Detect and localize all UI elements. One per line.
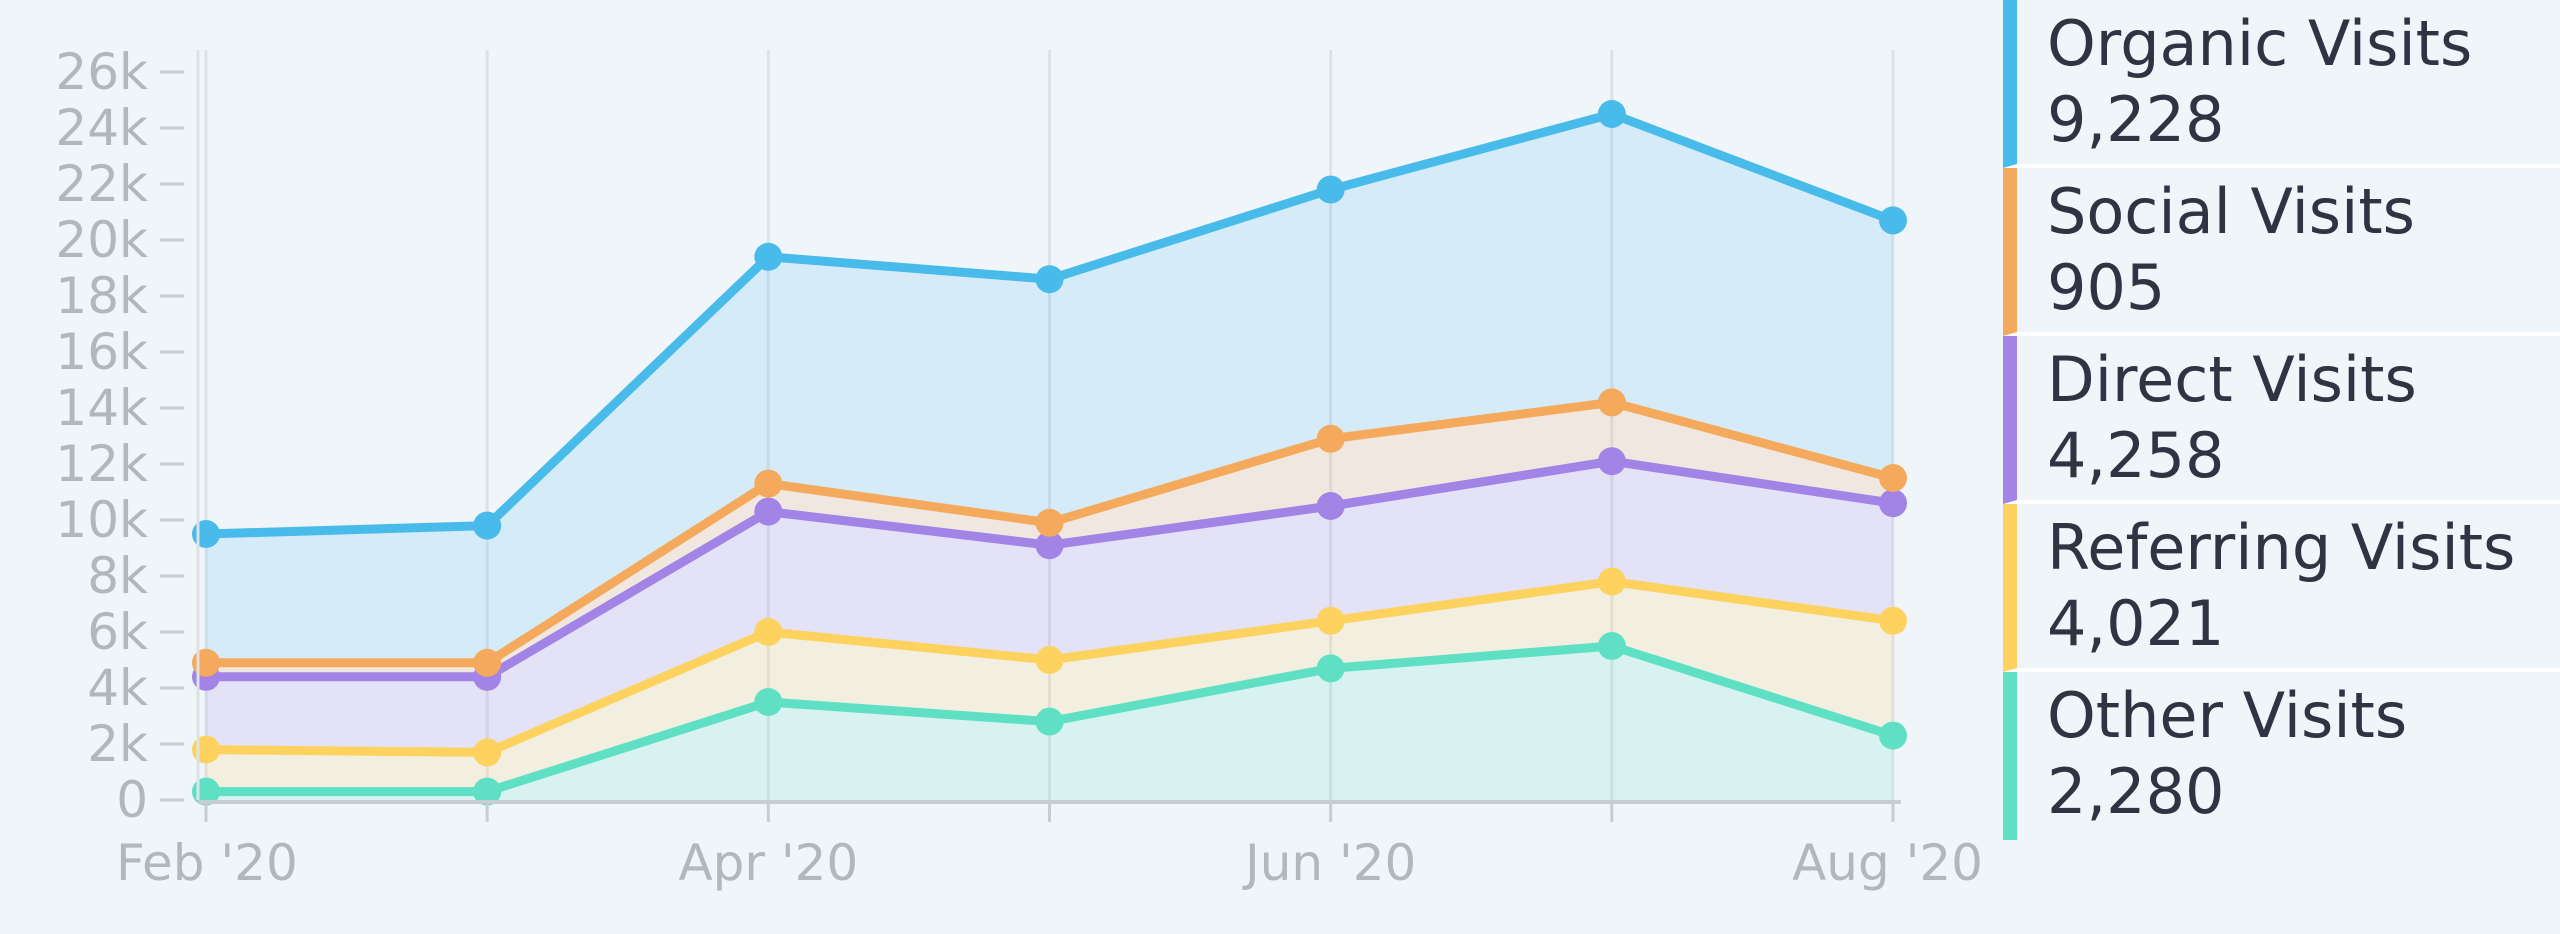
data-point — [754, 497, 783, 526]
legend-item-other[interactable]: Other Visits 2,280 — [2003, 672, 2560, 840]
data-point — [1879, 489, 1907, 518]
legend-value: 2,280 — [2047, 755, 2225, 828]
data-point — [1316, 606, 1345, 635]
data-point — [1597, 388, 1626, 417]
y-tick-label: 20k — [55, 211, 148, 269]
y-tick-label: 6k — [87, 603, 148, 661]
legend-value: 4,021 — [2047, 587, 2225, 660]
legend-value: 905 — [2047, 251, 2166, 324]
y-tick-label: 10k — [55, 491, 148, 549]
data-point — [1035, 508, 1064, 537]
data-point — [1879, 606, 1907, 635]
y-tick-label: 14k — [55, 379, 148, 437]
data-point — [192, 520, 220, 548]
area-organic-visits — [206, 114, 1893, 663]
y-tick-label: 16k — [55, 323, 148, 381]
data-point — [1035, 531, 1064, 560]
legend: Organic Visits 9,228 Social Visits 905 D… — [2003, 0, 2560, 862]
data-point — [1597, 100, 1626, 128]
area-fills — [206, 114, 1893, 800]
y-tick-label: 12k — [55, 435, 148, 493]
data-point — [192, 735, 220, 764]
data-point — [1035, 707, 1064, 736]
data-point — [473, 777, 502, 806]
data-point — [1597, 447, 1626, 476]
legend-item-direct[interactable]: Direct Visits 4,258 — [2003, 336, 2560, 504]
area-direct-visits — [206, 461, 1893, 753]
data-point — [1316, 175, 1345, 204]
x-tick-label: Jun '20 — [1242, 834, 1416, 892]
x-tick-label: Aug '20 — [1792, 834, 1983, 892]
data-point — [473, 738, 502, 767]
legend-item-referring[interactable]: Referring Visits 4,021 — [2003, 504, 2560, 672]
data-point — [754, 688, 783, 716]
legend-label: Referring Visits — [2047, 511, 2516, 584]
area-referring-visits — [206, 581, 1893, 792]
data-point — [754, 242, 783, 271]
y-tick-label: 26k — [55, 43, 148, 101]
data-point — [1316, 654, 1345, 683]
y-tick-label: 24k — [55, 99, 148, 157]
legend-item-social[interactable]: Social Visits 905 — [2003, 168, 2560, 336]
data-points — [192, 100, 1907, 806]
data-point — [1316, 492, 1345, 520]
data-point — [473, 648, 502, 677]
data-point — [1035, 646, 1064, 674]
data-point — [1879, 721, 1907, 750]
data-point — [1879, 464, 1907, 492]
data-point — [473, 511, 502, 540]
data-point — [1035, 265, 1064, 294]
legend-label: Organic Visits — [2047, 7, 2473, 80]
legend-value: 4,258 — [2047, 419, 2225, 492]
y-tick-label: 8k — [87, 547, 148, 605]
data-point — [1597, 632, 1626, 660]
legend-label: Other Visits — [2047, 679, 2408, 752]
legend-label: Social Visits — [2047, 175, 2415, 248]
data-point — [754, 618, 783, 646]
data-point — [1879, 206, 1907, 235]
data-point — [1597, 567, 1626, 596]
legend-value: 9,228 — [2047, 83, 2225, 156]
legend-item-organic[interactable]: Organic Visits 9,228 — [2003, 0, 2560, 168]
y-tick-label: 4k — [87, 659, 148, 717]
data-point — [192, 648, 220, 677]
data-point — [1316, 424, 1345, 453]
y-tick-label: 2k — [87, 715, 148, 773]
x-tick-label: Feb '20 — [116, 834, 298, 892]
y-tick-label: 0 — [116, 771, 148, 829]
x-tick-label: Apr '20 — [678, 834, 858, 892]
y-tick-label: 22k — [55, 155, 148, 213]
data-point — [754, 469, 783, 498]
y-tick-label: 18k — [55, 267, 148, 325]
legend-label: Direct Visits — [2047, 343, 2417, 416]
